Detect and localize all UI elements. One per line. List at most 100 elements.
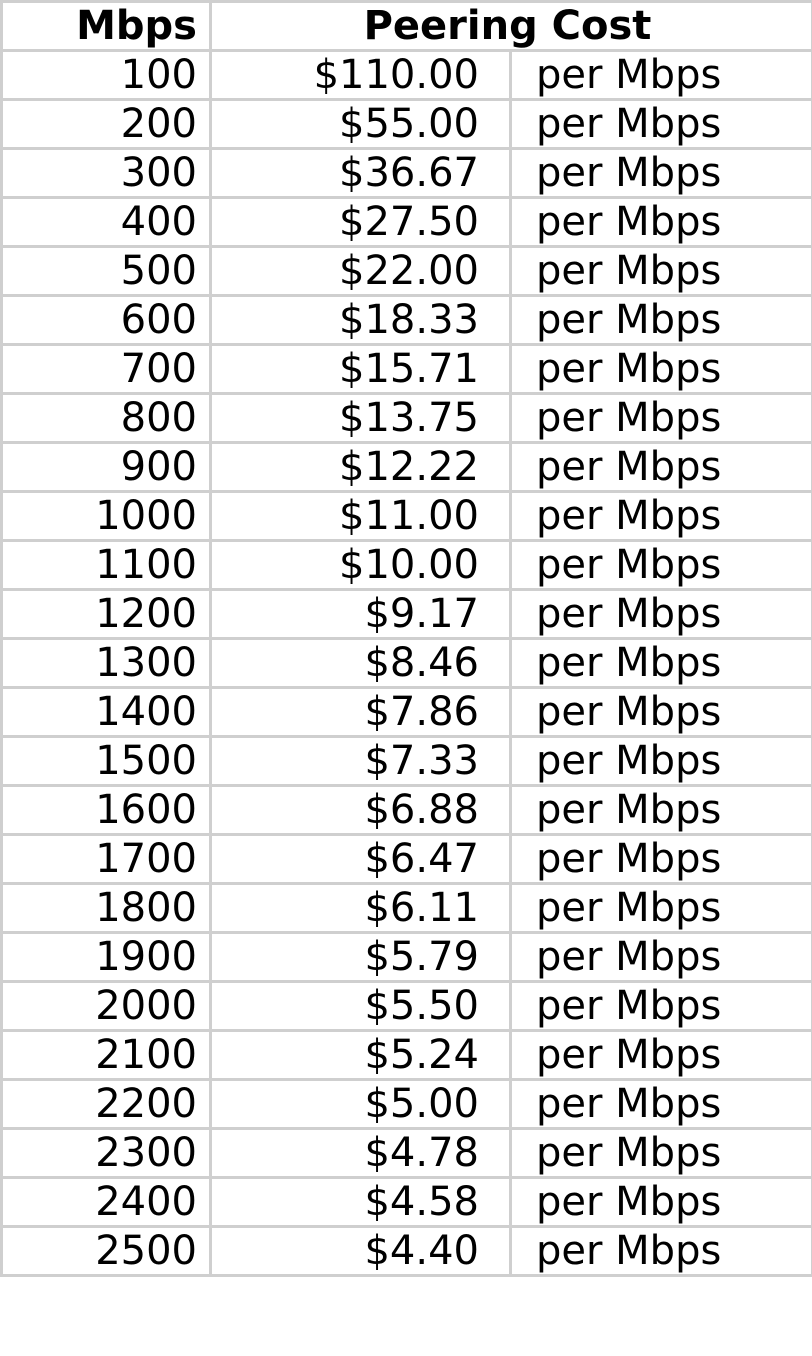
cell-unit: per Mbps	[509, 588, 812, 640]
table-row: 1500 $7.33 per Mbps	[0, 735, 812, 787]
cell-mbps: 1400	[0, 686, 212, 738]
cell-unit: per Mbps	[509, 49, 812, 101]
table-row: 2300 $4.78 per Mbps	[0, 1127, 812, 1179]
cell-mbps: 1100	[0, 539, 212, 591]
cell-unit: per Mbps	[509, 1176, 812, 1228]
cell-mbps: 1800	[0, 882, 212, 934]
cell-mbps: 2500	[0, 1225, 212, 1277]
cell-peering-cost: $110.00	[209, 49, 512, 101]
cell-unit: per Mbps	[509, 490, 812, 542]
table-row: 100 $110.00 per Mbps	[0, 49, 812, 101]
cell-peering-cost: $4.40	[209, 1225, 512, 1277]
table-row: 200 $55.00 per Mbps	[0, 98, 812, 150]
cell-mbps: 600	[0, 294, 212, 346]
cell-mbps: 2300	[0, 1127, 212, 1179]
cell-unit: per Mbps	[509, 392, 812, 444]
cell-unit: per Mbps	[509, 686, 812, 738]
cell-peering-cost: $8.46	[209, 637, 512, 689]
table-row: 800 $13.75 per Mbps	[0, 392, 812, 444]
cell-peering-cost: $13.75	[209, 392, 512, 444]
table-row: 1600 $6.88 per Mbps	[0, 784, 812, 836]
cell-unit: per Mbps	[509, 343, 812, 395]
cell-peering-cost: $4.58	[209, 1176, 512, 1228]
cell-mbps: 500	[0, 245, 212, 297]
cell-mbps: 1200	[0, 588, 212, 640]
cell-peering-cost: $5.79	[209, 931, 512, 983]
table-row: 1000 $11.00 per Mbps	[0, 490, 812, 542]
cell-peering-cost: $6.47	[209, 833, 512, 885]
table-row: 2500 $4.40 per Mbps	[0, 1225, 812, 1277]
cell-peering-cost: $18.33	[209, 294, 512, 346]
table-row: 2100 $5.24 per Mbps	[0, 1029, 812, 1081]
table-row: 1100 $10.00 per Mbps	[0, 539, 812, 591]
table-row: 300 $36.67 per Mbps	[0, 147, 812, 199]
cell-unit: per Mbps	[509, 147, 812, 199]
header-peering-cost: Peering Cost	[209, 0, 812, 52]
cell-mbps: 1700	[0, 833, 212, 885]
cell-unit: per Mbps	[509, 1127, 812, 1179]
cell-unit: per Mbps	[509, 882, 812, 934]
table-row: 700 $15.71 per Mbps	[0, 343, 812, 395]
cell-unit: per Mbps	[509, 196, 812, 248]
cell-peering-cost: $4.78	[209, 1127, 512, 1179]
cell-peering-cost: $10.00	[209, 539, 512, 591]
cell-mbps: 1900	[0, 931, 212, 983]
table-row: 2000 $5.50 per Mbps	[0, 980, 812, 1032]
cell-mbps: 1500	[0, 735, 212, 787]
cell-unit: per Mbps	[509, 1029, 812, 1081]
cell-mbps: 800	[0, 392, 212, 444]
cell-peering-cost: $6.11	[209, 882, 512, 934]
header-mbps: Mbps	[0, 0, 212, 52]
cell-mbps: 2400	[0, 1176, 212, 1228]
table-row: 1200 $9.17 per Mbps	[0, 588, 812, 640]
cell-unit: per Mbps	[509, 931, 812, 983]
cell-peering-cost: $11.00	[209, 490, 512, 542]
cell-peering-cost: $5.00	[209, 1078, 512, 1130]
cell-mbps: 1300	[0, 637, 212, 689]
cell-peering-cost: $7.33	[209, 735, 512, 787]
table-row: 1700 $6.47 per Mbps	[0, 833, 812, 885]
cell-mbps: 700	[0, 343, 212, 395]
peering-cost-table: Mbps Peering Cost 100 $110.00 per Mbps 200 $…	[0, 0, 812, 1277]
cell-unit: per Mbps	[509, 539, 812, 591]
cell-mbps: 100	[0, 49, 212, 101]
cell-peering-cost: $22.00	[209, 245, 512, 297]
table-row: 400 $27.50 per Mbps	[0, 196, 812, 248]
cell-mbps: 400	[0, 196, 212, 248]
cell-peering-cost: $12.22	[209, 441, 512, 493]
header-row: Mbps Peering Cost	[0, 0, 812, 52]
cell-unit: per Mbps	[509, 735, 812, 787]
cell-unit: per Mbps	[509, 294, 812, 346]
cell-peering-cost: $36.67	[209, 147, 512, 199]
cell-unit: per Mbps	[509, 784, 812, 836]
cell-mbps: 2000	[0, 980, 212, 1032]
cell-peering-cost: $27.50	[209, 196, 512, 248]
cell-unit: per Mbps	[509, 441, 812, 493]
cell-peering-cost: $6.88	[209, 784, 512, 836]
table-row: 2400 $4.58 per Mbps	[0, 1176, 812, 1228]
cell-unit: per Mbps	[509, 98, 812, 150]
table-row: 1900 $5.79 per Mbps	[0, 931, 812, 983]
cell-mbps: 2100	[0, 1029, 212, 1081]
table-row: 600 $18.33 per Mbps	[0, 294, 812, 346]
cell-unit: per Mbps	[509, 1078, 812, 1130]
cell-unit: per Mbps	[509, 1225, 812, 1277]
cell-mbps: 300	[0, 147, 212, 199]
cell-mbps: 900	[0, 441, 212, 493]
cell-mbps: 1600	[0, 784, 212, 836]
cell-peering-cost: $55.00	[209, 98, 512, 150]
cell-peering-cost: $9.17	[209, 588, 512, 640]
cell-peering-cost: $15.71	[209, 343, 512, 395]
table-row: 1800 $6.11 per Mbps	[0, 882, 812, 934]
table-row: 2200 $5.00 per Mbps	[0, 1078, 812, 1130]
cell-peering-cost: $5.50	[209, 980, 512, 1032]
cell-unit: per Mbps	[509, 245, 812, 297]
cell-peering-cost: $5.24	[209, 1029, 512, 1081]
cell-mbps: 1000	[0, 490, 212, 542]
cell-unit: per Mbps	[509, 637, 812, 689]
table-body: 100 $110.00 per Mbps 200 $55.00 per Mbps 300 $3…	[0, 49, 812, 1277]
table-row: 500 $22.00 per Mbps	[0, 245, 812, 297]
cell-unit: per Mbps	[509, 980, 812, 1032]
cell-mbps: 200	[0, 98, 212, 150]
table-row: 900 $12.22 per Mbps	[0, 441, 812, 493]
